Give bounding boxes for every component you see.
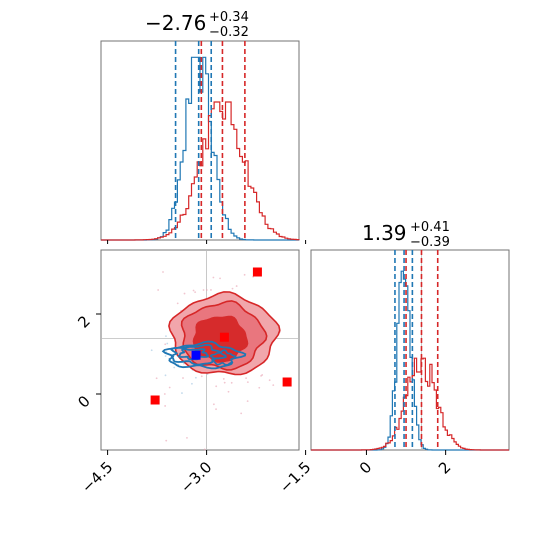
joint-markers <box>150 267 292 405</box>
title-param-1-plus: +0.34 <box>209 10 249 25</box>
scatter-point <box>181 392 183 394</box>
joint-y-ticks: 02 <box>74 312 101 412</box>
title-param-2-plus: +0.41 <box>410 220 450 235</box>
scatter-point <box>268 379 271 382</box>
x-tick-label-param-1: −4.5 <box>78 458 116 496</box>
scatter-point <box>164 355 167 357</box>
scatter-point <box>205 289 208 291</box>
scatter-point <box>164 374 167 377</box>
scatter-point <box>203 448 206 451</box>
scatter-point <box>223 381 226 384</box>
y-tick-label-joint: 2 <box>74 312 93 331</box>
scatter-point <box>176 302 179 305</box>
marker-red-1 <box>252 267 262 277</box>
scatter-point <box>165 335 167 337</box>
scatter-point <box>163 393 166 395</box>
marginal-panel-param-1 <box>100 40 300 241</box>
x-tick-label-param-2: 0 <box>356 458 375 477</box>
joint-x-ticks: −4.5 −3.0 −1.5 <box>78 450 314 497</box>
scatter-point <box>212 403 215 406</box>
scatter-point <box>235 285 238 287</box>
scatter-point <box>150 349 153 352</box>
scatter-point <box>186 436 188 439</box>
y-tick-label-joint: 0 <box>74 392 93 411</box>
scatter-point <box>182 362 185 365</box>
marginal-1-frame <box>100 40 300 241</box>
scatter-point <box>183 292 186 295</box>
scatter-point <box>165 439 168 442</box>
scatter-point <box>192 289 195 292</box>
scatter-point <box>182 377 184 379</box>
scatter-point <box>212 276 215 279</box>
x-tick-label-param-1: −3.0 <box>177 458 215 496</box>
joint-panel: 02 −4.5 −3.0 −1.5 <box>74 249 314 497</box>
scatter-point <box>219 277 221 280</box>
title-param-1-minus: −0.32 <box>209 25 249 40</box>
scatter-point <box>258 386 261 389</box>
scatter-point <box>245 377 247 380</box>
scatter-point <box>191 382 193 385</box>
scatter-point <box>215 385 218 388</box>
scatter-point <box>166 342 169 345</box>
scatter-point <box>200 375 203 378</box>
scatter-point <box>231 287 234 290</box>
x-tick-label-param-1: −1.5 <box>276 458 314 496</box>
scatter-point <box>194 291 197 294</box>
marginal-2-frame <box>310 249 510 451</box>
title-param-1-value: −2.76 <box>145 11 206 35</box>
scatter-point <box>243 273 246 276</box>
scatter-point <box>173 366 176 369</box>
contour-series-a-mid <box>170 343 227 366</box>
scatter-point <box>164 343 167 346</box>
marker-blue-0 <box>191 350 201 360</box>
quantile-lines-param-1 <box>174 41 246 240</box>
scatter-point <box>168 386 171 389</box>
histogram-series-b-param-1 <box>101 101 300 241</box>
scatter-point <box>194 376 197 379</box>
scatter-point <box>246 400 249 403</box>
scatter-point <box>202 289 205 291</box>
scatter-point <box>261 374 264 376</box>
scatter-point <box>246 381 249 384</box>
scatter-point <box>210 289 212 291</box>
marker-red-0 <box>150 395 160 405</box>
scatter-point <box>215 408 217 411</box>
scatter-point <box>272 384 275 387</box>
scatter-point <box>157 289 160 291</box>
marginal-1-x-ticks <box>107 240 307 244</box>
title-param-2-minus: −0.39 <box>410 235 450 250</box>
scatter-point <box>230 381 233 384</box>
marker-red-2 <box>282 377 292 387</box>
scatter-point <box>162 271 164 273</box>
scatter-point <box>222 378 225 380</box>
histogram-series-a-param-2 <box>311 270 509 451</box>
quantile-lines-param-2 <box>394 250 439 450</box>
joint-frame <box>100 249 300 451</box>
scatter-point <box>164 405 167 407</box>
title-param-2-value: 1.39 <box>362 221 407 245</box>
scatter-point <box>227 390 230 393</box>
scatter-point <box>155 377 158 380</box>
contour-series-a-side <box>210 349 237 366</box>
histogram-series-b-param-2 <box>311 357 509 451</box>
histogram-series-a-param-1 <box>101 56 299 241</box>
scatter-point <box>240 412 243 415</box>
marker-red-3 <box>219 332 229 342</box>
x-tick-label-param-2: 2 <box>435 458 454 477</box>
